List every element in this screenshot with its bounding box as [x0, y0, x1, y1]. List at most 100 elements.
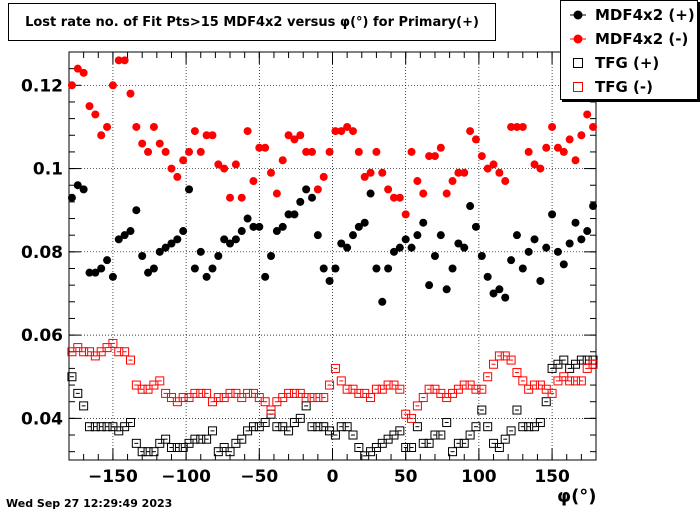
data-point — [571, 218, 580, 227]
data-point — [412, 401, 422, 411]
data-point — [225, 447, 235, 457]
data-point — [261, 143, 270, 152]
data-point — [378, 168, 387, 177]
data-point — [272, 189, 281, 198]
data-point — [161, 243, 170, 252]
data-point — [430, 252, 439, 260]
data-point — [337, 127, 346, 136]
data-point — [79, 185, 88, 194]
data-point — [372, 264, 381, 273]
data-point — [284, 131, 293, 140]
data-point — [407, 147, 416, 156]
data-point — [536, 164, 545, 173]
data-point — [436, 143, 445, 152]
data-point — [336, 376, 346, 386]
data-point — [395, 384, 405, 394]
data-point — [460, 243, 469, 252]
x-tick-label: 150 — [534, 467, 570, 487]
series-2 — [67, 355, 598, 461]
y-tick-label: 0.06 — [21, 326, 63, 346]
data-point — [559, 260, 568, 269]
data-point — [85, 102, 94, 111]
data-point — [542, 243, 551, 252]
data-point — [85, 268, 94, 277]
data-point — [589, 202, 598, 211]
data-point — [208, 131, 217, 140]
data-point — [266, 405, 276, 415]
data-point — [214, 160, 223, 169]
data-point — [126, 227, 135, 236]
data-point — [97, 131, 106, 140]
data-point — [207, 426, 217, 436]
open-square-marker-icon — [573, 82, 583, 92]
data-point — [319, 264, 328, 273]
data-point — [161, 434, 171, 444]
data-point — [500, 434, 510, 444]
legend-entry-tfg-minus: TFG (-) — [561, 75, 697, 99]
data-point — [325, 147, 334, 156]
data-point — [67, 372, 77, 382]
chart-title: Lost rate no. of Fit Pts>15 MDF4x2 versu… — [8, 3, 496, 41]
data-point — [73, 64, 82, 73]
data-point — [260, 418, 270, 428]
data-point — [295, 413, 305, 423]
data-point — [67, 193, 76, 202]
data-point — [243, 127, 252, 136]
data-point — [267, 168, 276, 177]
data-point — [436, 430, 446, 440]
data-point — [454, 239, 463, 248]
data-point — [489, 359, 499, 369]
data-point — [495, 285, 504, 294]
data-point — [419, 218, 428, 227]
data-point — [331, 264, 340, 273]
data-point — [506, 355, 516, 365]
series-3 — [67, 338, 598, 423]
data-point — [108, 81, 117, 90]
series-1 — [67, 56, 598, 219]
data-point — [237, 193, 246, 202]
data-point — [155, 247, 164, 256]
data-point — [577, 235, 586, 244]
data-point — [588, 359, 598, 369]
data-point — [407, 243, 416, 252]
data-point — [553, 143, 562, 152]
filled-circle-marker-icon — [570, 34, 586, 44]
data-point — [155, 376, 165, 386]
data-point — [196, 247, 205, 256]
data-point — [231, 160, 240, 169]
data-point — [448, 177, 457, 186]
filled-circle-marker-icon — [570, 10, 586, 20]
data-point — [173, 235, 182, 244]
data-point — [243, 214, 252, 223]
data-point — [466, 127, 475, 136]
data-point — [412, 422, 422, 432]
data-point — [354, 443, 364, 453]
x-tick-label: 0 — [327, 467, 339, 487]
data-point — [483, 422, 493, 432]
data-point — [79, 401, 89, 411]
timestamp: Wed Sep 27 12:29:49 2023 — [6, 497, 173, 510]
data-point — [471, 135, 480, 144]
data-point — [237, 227, 246, 236]
data-point — [161, 147, 170, 156]
data-point — [418, 393, 428, 403]
data-point — [249, 177, 258, 186]
data-point — [477, 252, 486, 260]
legend-entry-mdf-minus: MDF4x2 (-) — [561, 27, 697, 51]
data-point — [202, 388, 212, 398]
data-point — [126, 89, 135, 98]
data-point — [73, 388, 83, 398]
data-point — [389, 247, 398, 256]
x-tick-label: −50 — [240, 467, 278, 487]
data-point — [518, 376, 528, 386]
data-point — [430, 152, 439, 161]
data-point — [249, 222, 258, 231]
data-point — [384, 185, 393, 194]
data-point — [308, 193, 317, 202]
data-point — [501, 177, 510, 186]
data-point — [132, 122, 141, 131]
data-point — [290, 135, 299, 144]
data-point — [138, 139, 147, 148]
data-point — [343, 122, 352, 131]
